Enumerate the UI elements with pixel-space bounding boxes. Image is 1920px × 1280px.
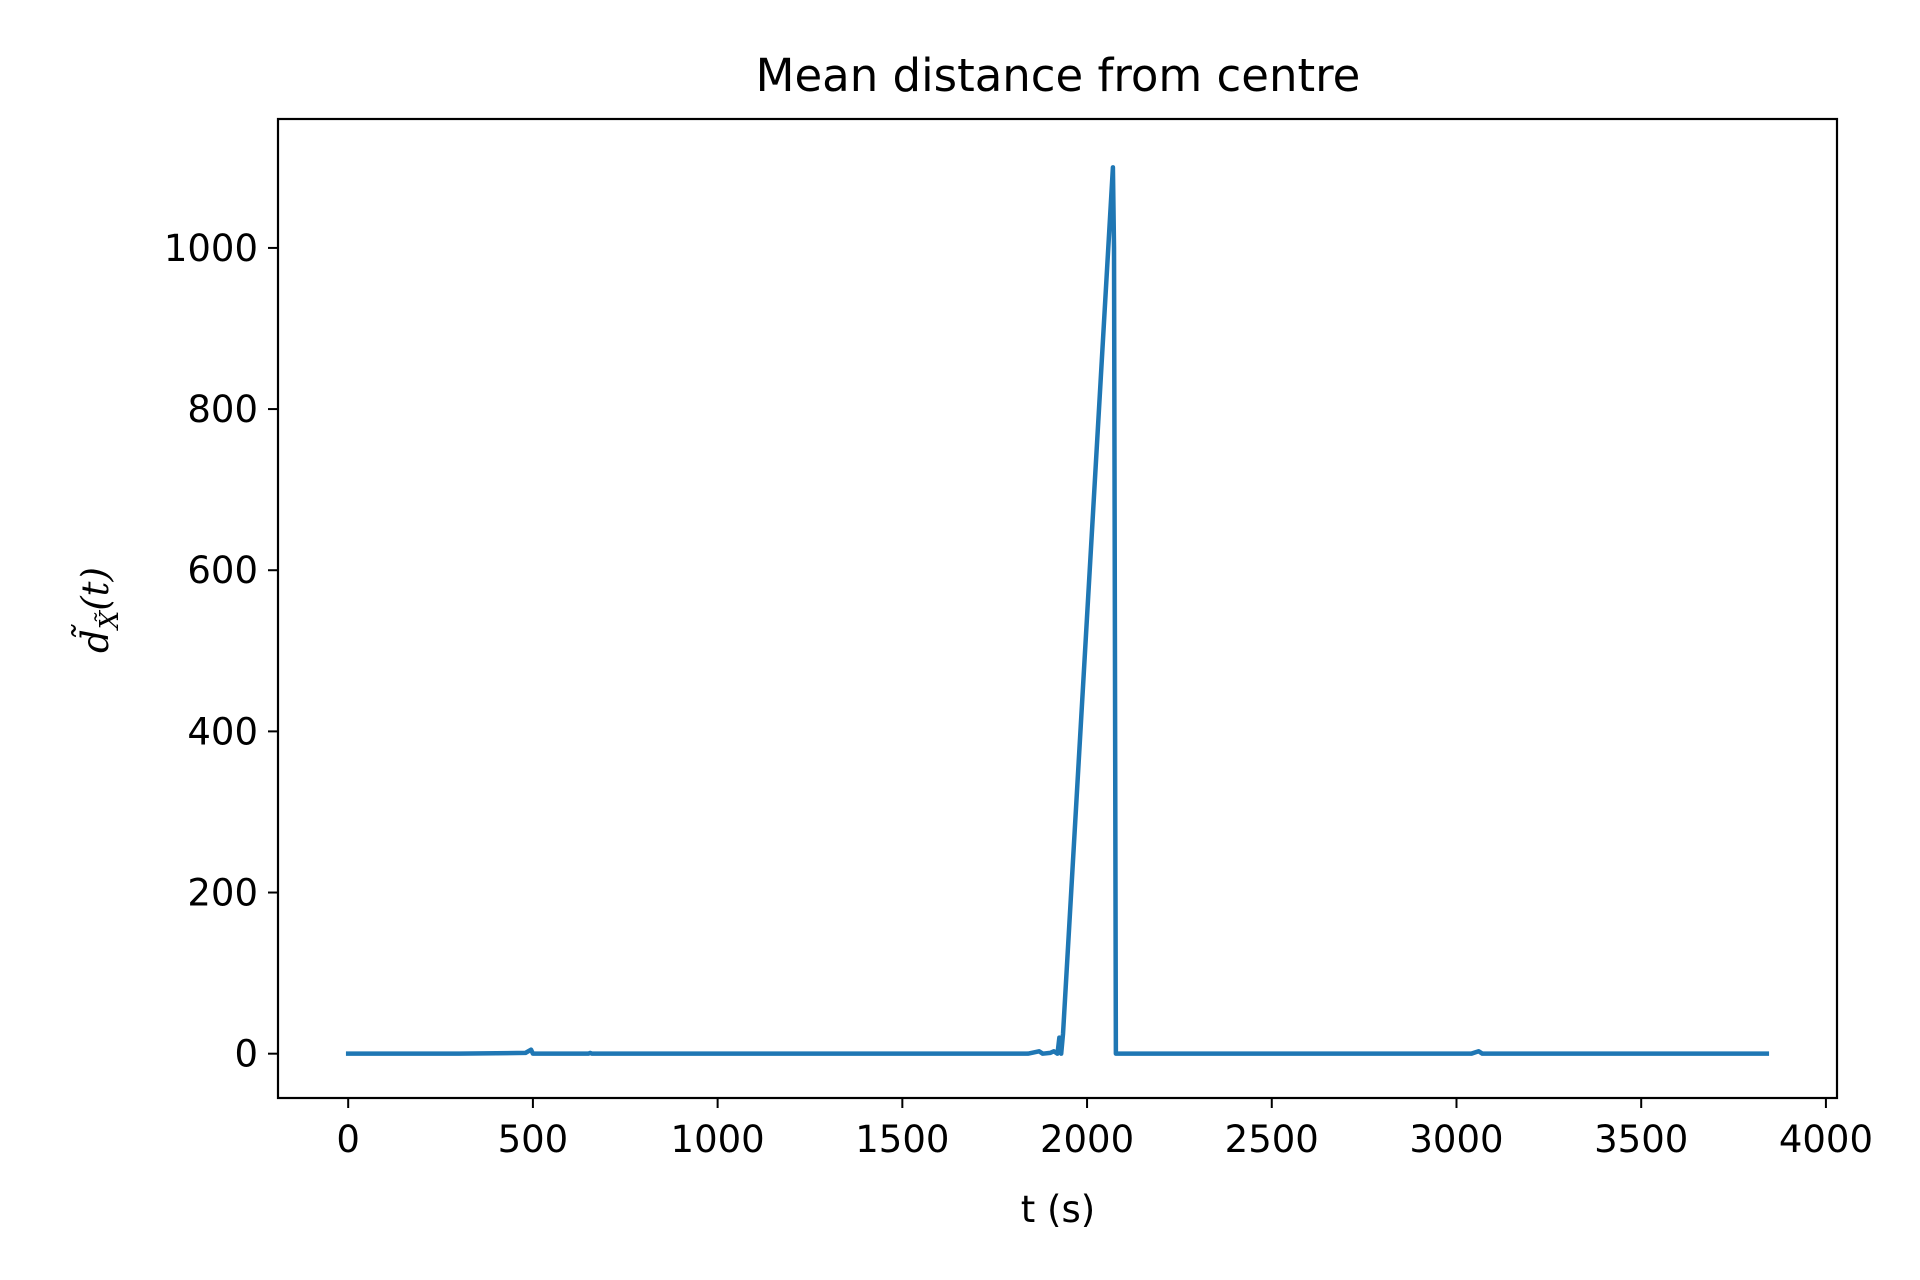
y-axis-title-sub: X̃ <box>94 609 125 631</box>
plot-frame <box>276 117 1839 1100</box>
y-axis-title: d̃X̃(t) <box>71 567 125 653</box>
x-tick-label: 1000 <box>671 1118 765 1161</box>
x-tick-label: 3000 <box>1409 1118 1503 1161</box>
x-tick-label: 0 <box>336 1118 360 1161</box>
y-axis: 0 200 400 600 800 1000 <box>164 227 278 1076</box>
y-tick-label: 1000 <box>164 227 258 270</box>
y-tick-label: 400 <box>187 710 258 753</box>
svg-text:d̃X̃(t): d̃X̃(t) <box>71 567 125 653</box>
chart-title: Mean distance from centre <box>756 49 1361 102</box>
x-axis-title: t (s) <box>1021 1188 1095 1231</box>
x-tick-label: 2000 <box>1040 1118 1134 1161</box>
y-tick-label: 200 <box>187 872 258 915</box>
y-tick-label: 0 <box>234 1033 258 1076</box>
series-line-0 <box>345 165 1770 1056</box>
x-tick-label: 500 <box>498 1118 569 1161</box>
x-tick-label: 1500 <box>855 1118 949 1161</box>
y-tick-label: 800 <box>187 388 258 431</box>
x-tick-label: 2500 <box>1225 1118 1319 1161</box>
x-tick-label: 4000 <box>1779 1118 1873 1161</box>
y-axis-title-suffix: (t) <box>74 567 117 611</box>
y-tick-label: 600 <box>187 549 258 592</box>
x-axis: 0 500 1000 1500 2000 2500 3000 3500 4000 <box>336 1098 1873 1161</box>
x-tick-label: 3500 <box>1594 1118 1688 1161</box>
plot-area <box>276 117 1839 1100</box>
